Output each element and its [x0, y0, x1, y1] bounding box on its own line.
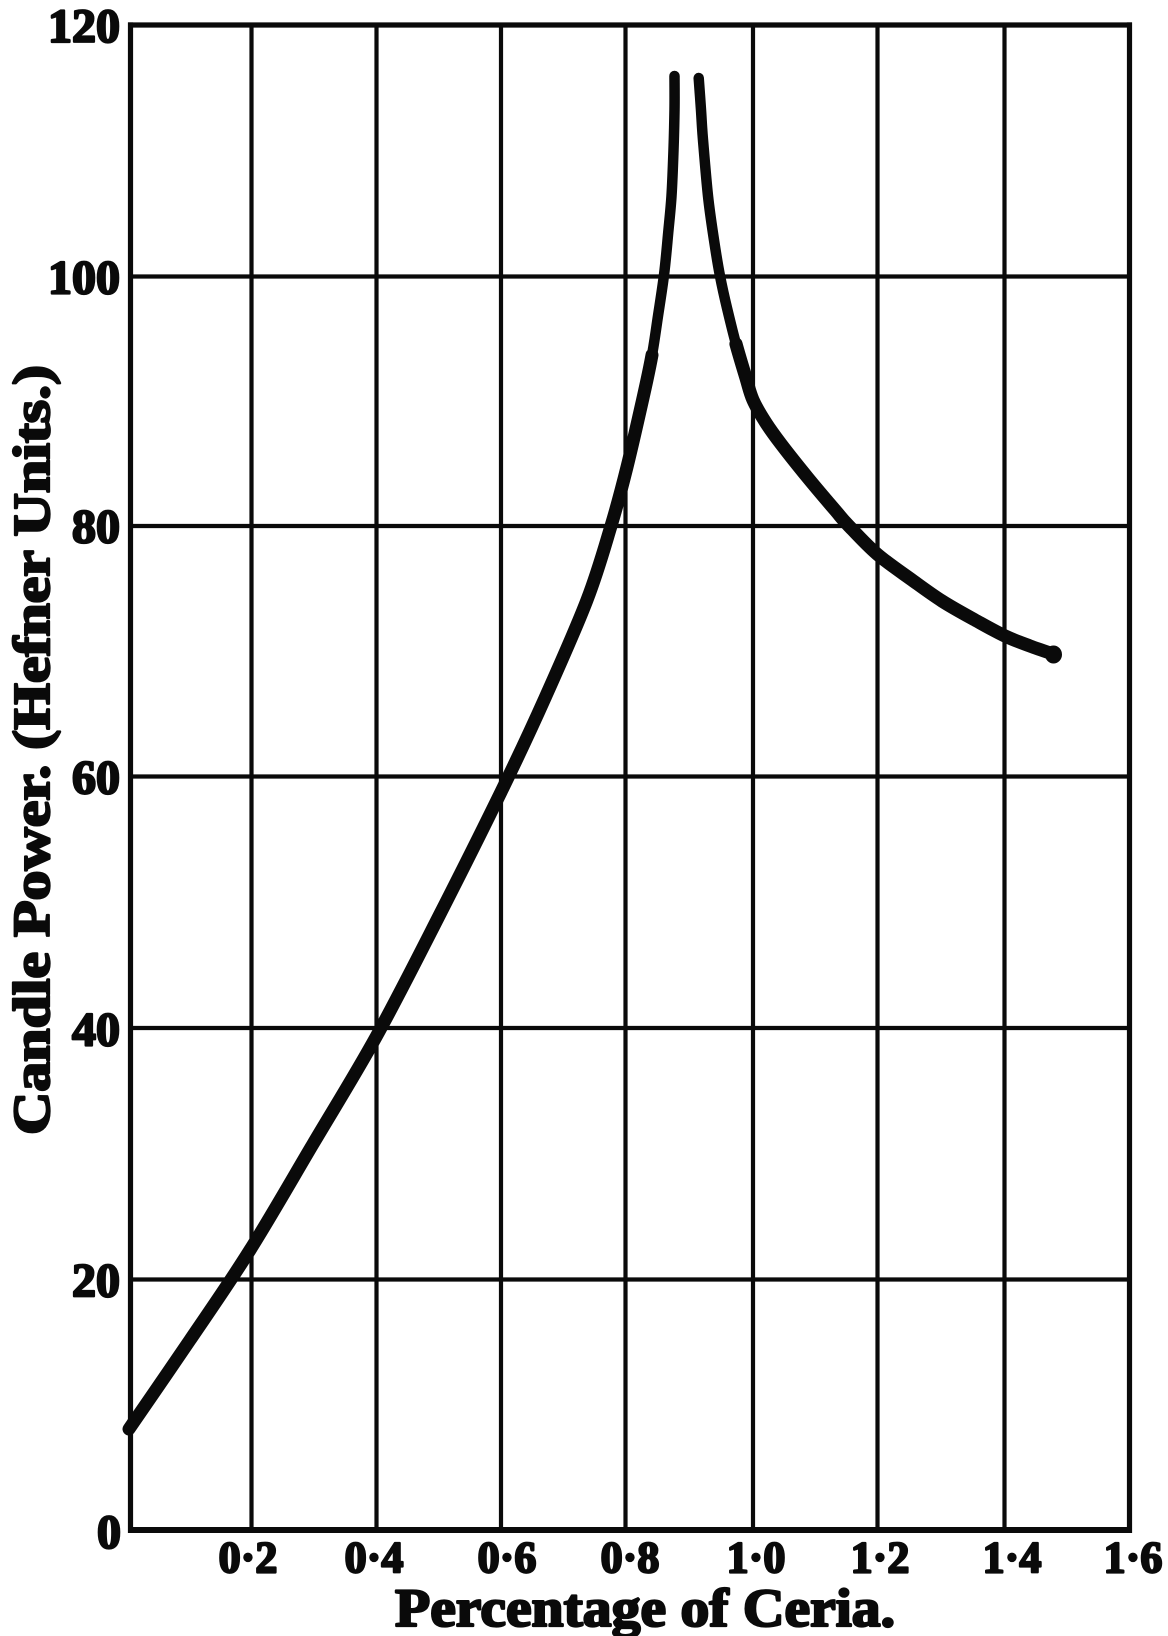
- svg-text:100: 100: [48, 252, 120, 305]
- svg-text:0·6: 0·6: [478, 1533, 537, 1582]
- svg-text:20: 20: [72, 1255, 120, 1308]
- svg-text:1·0: 1·0: [727, 1533, 786, 1582]
- svg-text:Percentage of Ceria.: Percentage of Ceria.: [395, 1578, 895, 1636]
- svg-text:40: 40: [72, 1004, 120, 1057]
- svg-text:1·4: 1·4: [983, 1533, 1042, 1582]
- svg-text:120: 120: [48, 0, 120, 53]
- svg-text:1·2: 1·2: [851, 1533, 910, 1582]
- svg-text:80: 80: [72, 501, 120, 554]
- svg-text:Candle Power. (Hefner Units.): Candle Power. (Hefner Units.): [4, 365, 61, 1135]
- svg-text:0·8: 0·8: [601, 1533, 660, 1582]
- svg-text:1·6: 1·6: [1104, 1533, 1163, 1582]
- svg-text:0: 0: [97, 1506, 121, 1559]
- svg-text:0·2: 0·2: [219, 1533, 278, 1582]
- svg-text:60: 60: [72, 752, 120, 805]
- svg-text:0·4: 0·4: [345, 1533, 404, 1582]
